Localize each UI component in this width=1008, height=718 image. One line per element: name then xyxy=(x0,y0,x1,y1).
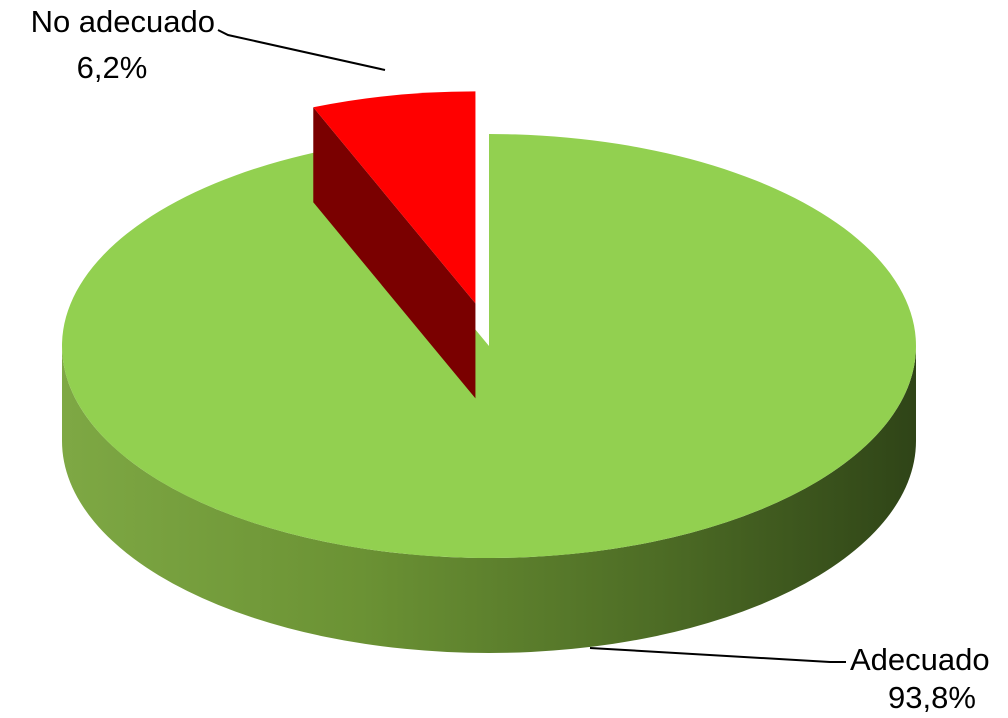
slice-no-adecuado-side-wall xyxy=(313,107,476,399)
data-label-adecuado-name: Adecuado xyxy=(850,642,990,677)
leader-line-no-adecuado xyxy=(217,29,386,71)
data-label-no-adecuado-name: No adecuado xyxy=(31,4,215,39)
slice-adecuado-top xyxy=(62,134,916,558)
slice-adecuado-side xyxy=(62,346,916,653)
pie-slice-no-adecuado xyxy=(313,91,476,399)
data-label-adecuado-value: 93,8% xyxy=(888,680,976,715)
pie-slice-adecuado xyxy=(62,134,916,653)
data-label-no-adecuado-value: 6,2% xyxy=(77,50,148,85)
leader-line-adecuado xyxy=(589,647,846,663)
slice-no-adecuado-top xyxy=(313,91,476,304)
